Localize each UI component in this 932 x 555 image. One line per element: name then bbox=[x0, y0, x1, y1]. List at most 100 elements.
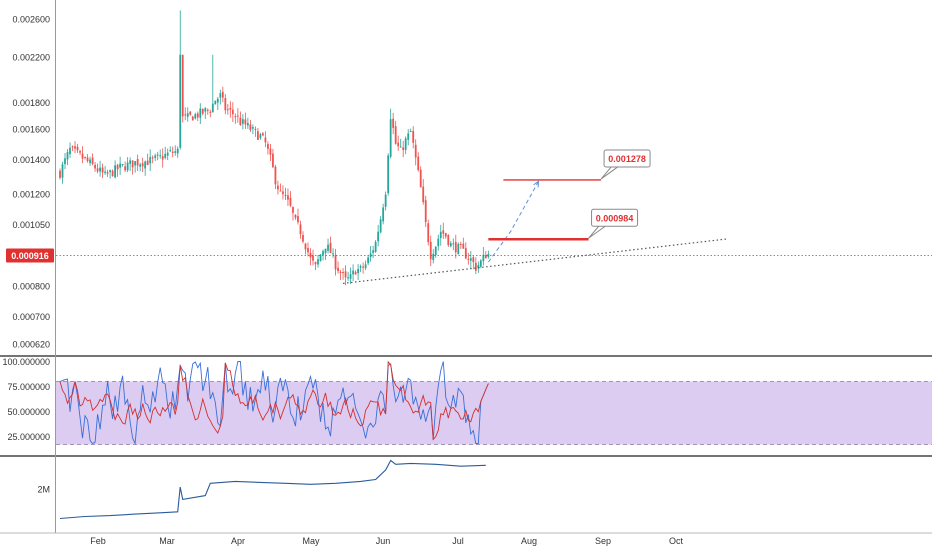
candle-body bbox=[322, 251, 324, 256]
candle-body bbox=[422, 186, 425, 203]
candle-body bbox=[354, 271, 357, 275]
candle-body bbox=[131, 160, 134, 168]
price-axis-tick-label: 0.001600 bbox=[12, 125, 50, 135]
candle-body bbox=[442, 230, 445, 234]
candle-body bbox=[479, 260, 482, 267]
candle-body bbox=[389, 119, 392, 157]
candle-body bbox=[144, 161, 147, 169]
candle-body bbox=[394, 126, 397, 144]
candle-body bbox=[339, 271, 342, 273]
candle-body bbox=[64, 158, 66, 165]
candle-body bbox=[314, 262, 317, 265]
candle-body bbox=[214, 100, 217, 105]
rsi-axis-tick-label: 100.000000 bbox=[2, 357, 50, 367]
candle-body bbox=[319, 254, 322, 261]
candle-body bbox=[327, 244, 329, 251]
candle-body bbox=[317, 259, 319, 265]
candle-body bbox=[129, 160, 132, 164]
candle-body bbox=[347, 277, 349, 279]
price-panel: 0.002600 0.002200 0.001800 0.001600 0.001400… bbox=[6, 10, 932, 350]
candle-body bbox=[344, 271, 347, 278]
current-price-label: 0.000916 bbox=[11, 251, 49, 261]
candle-body bbox=[457, 243, 460, 255]
candle-body bbox=[397, 142, 400, 147]
candle-body bbox=[119, 163, 122, 168]
candle-body bbox=[377, 231, 380, 242]
candle-body bbox=[277, 185, 279, 190]
candle-body bbox=[302, 235, 304, 242]
candle-body bbox=[226, 109, 229, 111]
candle-body bbox=[134, 161, 137, 166]
rsi-axis-tick-label: 25.000000 bbox=[7, 432, 50, 442]
candle-body bbox=[116, 164, 119, 170]
candle-body bbox=[482, 254, 485, 262]
candle-body bbox=[69, 147, 71, 155]
candle-body bbox=[84, 156, 86, 158]
candle-body bbox=[414, 144, 417, 158]
candle-body bbox=[256, 131, 259, 140]
x-axis-tick-label: Sep bbox=[595, 536, 611, 546]
candle-body bbox=[196, 113, 199, 118]
candle-body bbox=[324, 248, 327, 254]
candle-body bbox=[171, 151, 174, 153]
candle-body bbox=[444, 233, 447, 237]
candle-body bbox=[66, 152, 69, 160]
candle-body bbox=[269, 148, 272, 155]
candle-body bbox=[487, 254, 490, 257]
candle-body bbox=[297, 216, 299, 223]
candle-body bbox=[274, 166, 277, 185]
candle-body bbox=[176, 148, 179, 154]
candle-body bbox=[459, 243, 462, 245]
candle-body bbox=[221, 91, 224, 98]
candle-body bbox=[267, 144, 269, 149]
candle-body bbox=[96, 168, 99, 172]
price-axis-tick-label: 0.000620 bbox=[12, 340, 50, 350]
candle-body bbox=[387, 155, 390, 194]
candle-body bbox=[399, 146, 402, 148]
candle-body bbox=[74, 146, 76, 149]
candle-body bbox=[299, 224, 302, 235]
candle-body bbox=[209, 111, 212, 113]
x-axis: Feb Mar Apr May Jun Jul Aug Sep Oct bbox=[90, 536, 683, 546]
candle-body bbox=[462, 243, 465, 249]
candle-body bbox=[156, 154, 159, 156]
candle-body bbox=[259, 134, 262, 139]
candle-body bbox=[392, 118, 395, 128]
candle-body bbox=[364, 264, 367, 269]
candle-body bbox=[432, 253, 435, 261]
candle-body bbox=[246, 123, 249, 126]
candle-body bbox=[287, 195, 289, 200]
x-axis-tick-label: Jun bbox=[376, 536, 391, 546]
candle-body bbox=[254, 128, 257, 130]
x-axis-tick-label: Apr bbox=[231, 536, 245, 546]
candle-body bbox=[439, 231, 442, 239]
support-trendline bbox=[342, 238, 727, 284]
candle-body bbox=[186, 113, 189, 117]
candle-body bbox=[437, 238, 440, 247]
candle-body bbox=[199, 108, 202, 118]
candle-body bbox=[272, 153, 274, 168]
candle-body bbox=[136, 159, 139, 166]
candle-body bbox=[61, 164, 64, 178]
price-axis-tick-label: 0.000700 bbox=[12, 312, 50, 322]
candle-body bbox=[161, 156, 164, 160]
candle-body bbox=[329, 242, 332, 254]
candle-body bbox=[379, 219, 382, 233]
candle-body bbox=[224, 98, 227, 111]
candle-body bbox=[372, 250, 375, 253]
callout-box bbox=[591, 208, 639, 227]
candle-body bbox=[349, 274, 352, 279]
projection-path bbox=[487, 181, 539, 263]
candle-body bbox=[251, 127, 254, 129]
candle-body bbox=[452, 243, 455, 245]
candle-body bbox=[342, 272, 344, 274]
price-axis-tick-label: 0.001050 bbox=[12, 220, 50, 230]
candle-body bbox=[284, 194, 287, 197]
candle-body bbox=[164, 153, 167, 158]
candle-body bbox=[402, 147, 405, 151]
candle-body bbox=[454, 241, 457, 253]
candle-body bbox=[469, 258, 472, 261]
candle-body bbox=[234, 116, 237, 118]
